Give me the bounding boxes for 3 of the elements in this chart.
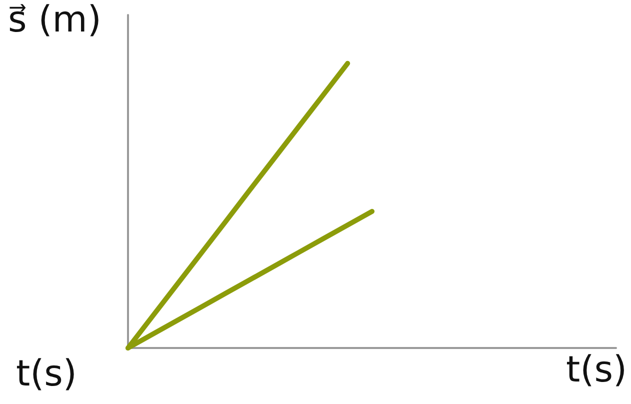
y-axis-title: s⃗ (m) (8, 0, 102, 40)
x-axis-title: t(s) (566, 350, 628, 390)
text: t(s) (16, 354, 77, 394)
